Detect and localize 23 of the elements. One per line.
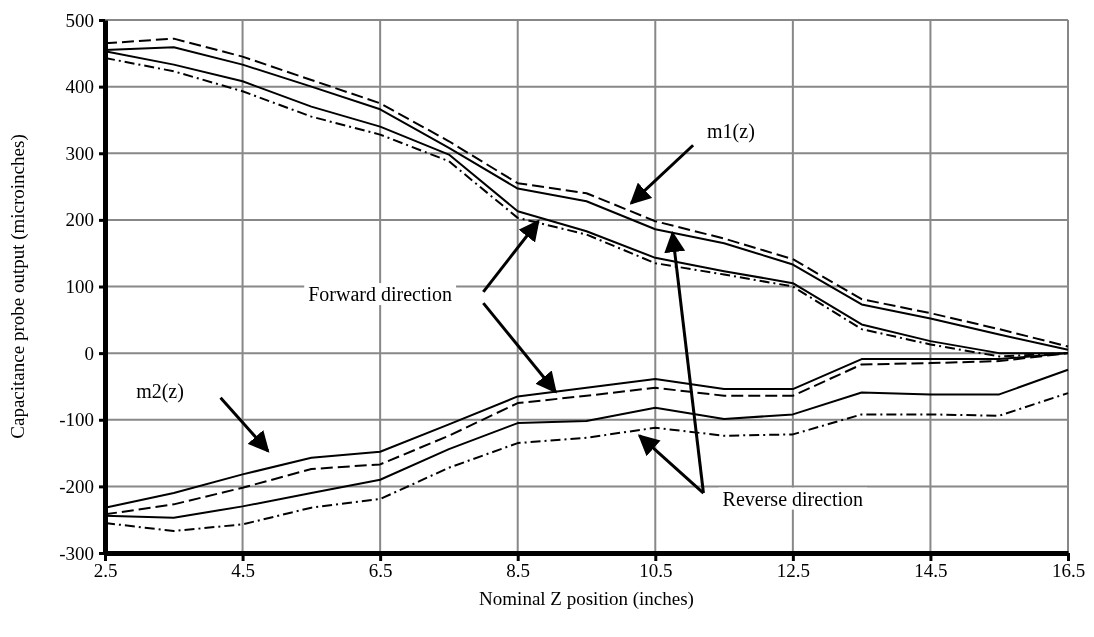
x-tick-label: 8.5 — [506, 560, 531, 582]
y-tick-label: -300 — [59, 542, 94, 564]
annotation: Reverse direction — [722, 487, 864, 510]
y-tick-label: 500 — [65, 9, 94, 31]
y-tick-label: -100 — [59, 409, 94, 431]
x-tick-label: 12.5 — [776, 560, 810, 582]
annotation: Forward direction — [308, 283, 453, 306]
x-tick-label: 6.5 — [368, 560, 393, 582]
x-tick-label: 2.5 — [93, 560, 118, 582]
annotation: m1(z) — [707, 119, 755, 143]
y-axis-title: Capacitance probe output (microinches) — [7, 134, 29, 439]
x-tick-label: 10.5 — [639, 560, 673, 582]
x-tick-label: 14.5 — [914, 560, 948, 582]
y-tick-label: 0 — [84, 342, 94, 364]
y-tick-label: 300 — [65, 142, 94, 164]
x-axis-title: Nominal Z position (inches) — [479, 588, 694, 610]
annotation: m2(z) — [136, 379, 184, 403]
y-tick-label: 100 — [65, 276, 94, 298]
y-tick-label: -200 — [59, 475, 94, 497]
x-tick-label: 4.5 — [231, 560, 255, 582]
x-tick-label: 16.5 — [1051, 560, 1086, 582]
y-tick-label: 400 — [65, 76, 94, 98]
y-tick-label: 200 — [65, 209, 94, 231]
